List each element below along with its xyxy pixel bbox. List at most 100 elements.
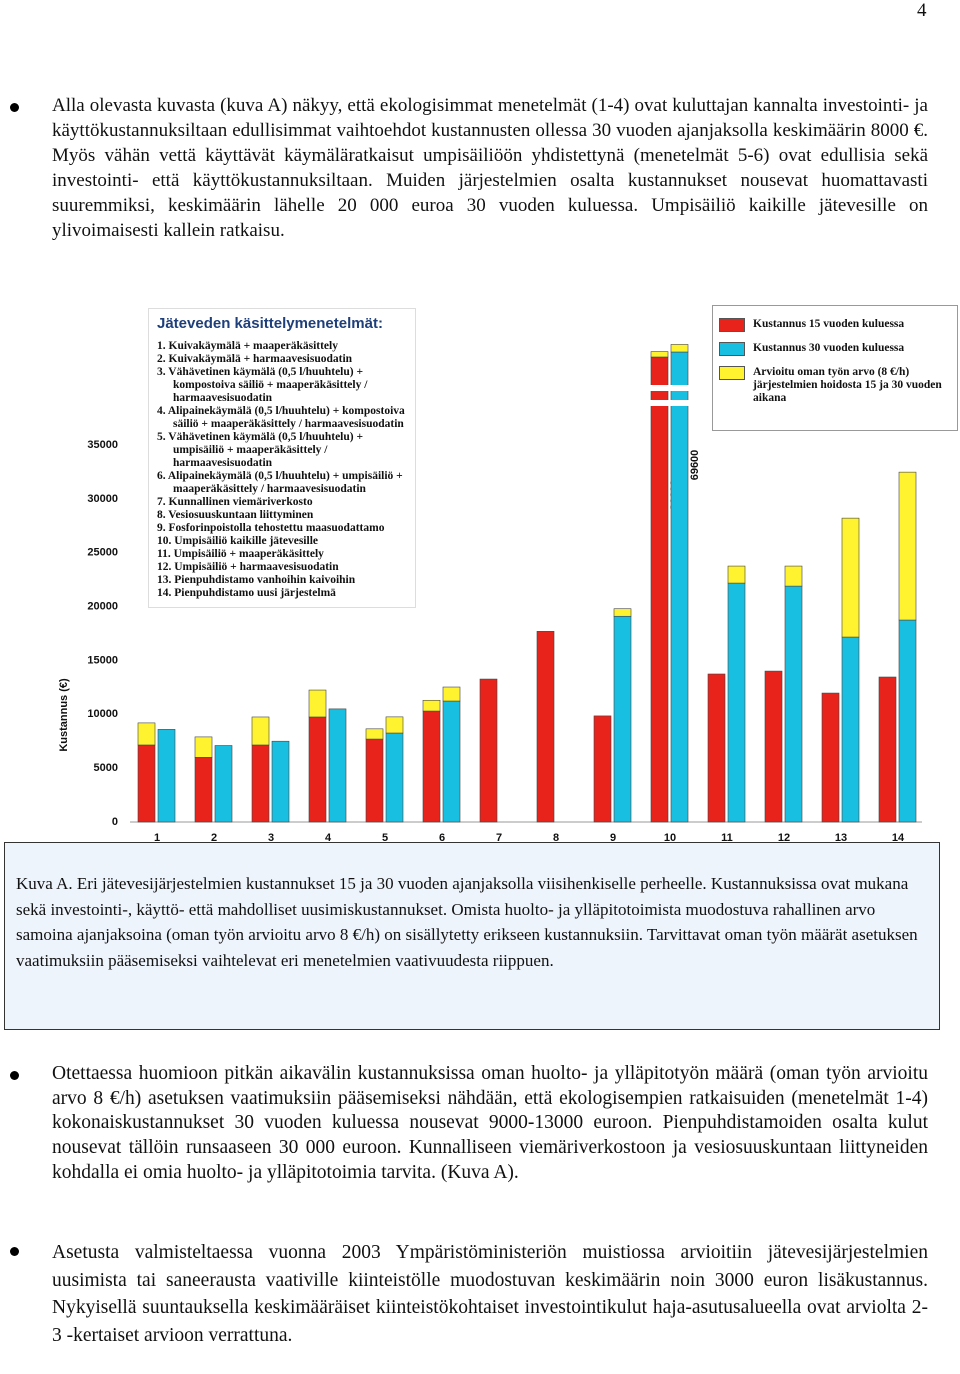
- bar: [479, 678, 498, 823]
- method-item: 9. Fosforinpoistolla tehostettu maasuoda…: [157, 522, 385, 534]
- chart-title: Jäteveden käsittelymenetelmät:: [157, 315, 383, 332]
- y-tick-label: 5000: [94, 762, 118, 774]
- paragraph: Asetusta valmisteltaessa vuonna 2003 Ymp…: [52, 1242, 928, 1346]
- bar: [821, 692, 840, 823]
- x-tick-label: 14: [892, 832, 905, 844]
- bar: [328, 708, 347, 823]
- method-list: Jäteveden käsittelymenetelmät: 1. Kuivak…: [148, 308, 416, 608]
- bar: [442, 700, 461, 823]
- x-tick-label: 3: [268, 832, 274, 844]
- bar: [308, 716, 327, 823]
- bar-segment: [670, 344, 689, 353]
- bar: [536, 631, 555, 823]
- legend-entry: Kustannus 30 vuoden kuluessa: [719, 342, 951, 356]
- bar: [841, 636, 860, 823]
- bar-segment: [784, 565, 803, 587]
- x-tick-label: 11: [721, 832, 733, 844]
- value-label: 69600: [689, 450, 701, 481]
- bar: [898, 619, 917, 823]
- bar: [251, 744, 270, 823]
- bar: [365, 738, 384, 823]
- bar-segment: [365, 728, 384, 740]
- legend-label: Kustannus 15 vuoden kuluessa: [753, 318, 905, 330]
- bar: [593, 715, 612, 823]
- x-tick-label: 9: [610, 832, 616, 844]
- bullet: [10, 1247, 19, 1256]
- x-tick-label: 10: [664, 832, 676, 844]
- y-axis-label: Kustannus (€): [58, 678, 70, 752]
- method-item: 14. Pienpuhdistamo uusi järjestelmä: [157, 587, 336, 599]
- y-tick-label: 35000: [87, 439, 118, 451]
- bar: [784, 585, 803, 823]
- y-tick-label: 15000: [87, 654, 118, 666]
- axis-break: [650, 385, 669, 391]
- bar: [194, 757, 213, 823]
- method-item: 8. Vesiosuuskuntaan liittyminen: [157, 509, 314, 521]
- bar: [670, 351, 689, 823]
- x-tick-label: 13: [835, 832, 847, 844]
- bar-segment: [385, 716, 404, 734]
- x-tick-label: 1: [154, 832, 160, 844]
- method-item: 10. Umpisäiliö kaikille jätevesille: [157, 535, 318, 547]
- axis-break: [670, 400, 689, 406]
- legend-swatch: [719, 318, 745, 332]
- bar: [271, 740, 290, 823]
- bar-segment: [137, 722, 156, 746]
- bar-segment: [442, 686, 461, 702]
- method-item: 6. Alipainekäymälä (0,5 l/huuhtelu) + um…: [157, 470, 403, 495]
- x-tick-label: 6: [439, 832, 445, 844]
- bar: [157, 729, 176, 823]
- bar: [613, 615, 632, 823]
- method-item: 1. Kuivakäymälä + maaperäkäsittely: [157, 340, 338, 352]
- paragraph: Otettaessa huomioon pitkän aikavälin kus…: [52, 1063, 928, 1183]
- bar-segment: [650, 351, 669, 358]
- bar: [214, 745, 233, 823]
- bar: [878, 676, 897, 823]
- legend-entry: Arvioitu oman työn arvo (8 €/h) järjeste…: [719, 366, 951, 405]
- legend-label: Kustannus 30 vuoden kuluessa: [753, 342, 905, 354]
- axis-break: [670, 385, 689, 391]
- method-item: 11. Umpisäiliö + maaperäkäsittely: [157, 548, 324, 560]
- y-tick-label: 25000: [87, 547, 118, 559]
- bar-segment: [308, 689, 327, 718]
- bar: [385, 732, 404, 823]
- method-item: 13. Pienpuhdistamo vanhoihin kaivoihin: [157, 574, 356, 586]
- method-item: 2. Kuivakäymälä + harmaavesisuodatin: [157, 353, 353, 365]
- legend-label: Arvioitu oman työn arvo (8 €/h) järjeste…: [753, 366, 942, 404]
- x-tick-label: 7: [496, 832, 502, 844]
- method-item: 4. Alipainekäymälä (0,5 l/huuhtelu) + ko…: [157, 405, 405, 430]
- legend-entry: Kustannus 15 vuoden kuluessa: [719, 318, 951, 332]
- caption: Kuva A. Eri jätevesijärjestelmien kustan…: [4, 842, 940, 1030]
- page-number: 4: [917, 0, 927, 21]
- bullet: [10, 103, 19, 112]
- method-item: 7. Kunnallinen viemäriverkosto: [157, 496, 313, 508]
- method-item: 3. Vähävetinen käymälä (0,5 l/huuhtelu) …: [157, 366, 368, 404]
- x-tick-label: 2: [211, 832, 217, 844]
- legend-swatch: [719, 342, 745, 356]
- bar: [764, 670, 783, 823]
- y-tick-label: 0: [112, 816, 118, 828]
- bullet: [10, 1071, 19, 1080]
- bar-segment: [727, 565, 746, 584]
- axis-break: [650, 400, 669, 406]
- bar: [727, 582, 746, 823]
- bar-segment: [898, 471, 917, 621]
- bar: [137, 744, 156, 823]
- bar: [650, 356, 669, 823]
- legend: Kustannus 15 vuoden kuluessa Kustannus 30…: [712, 305, 958, 431]
- y-tick-label: 20000: [87, 600, 118, 612]
- bar-segment: [422, 699, 441, 712]
- x-tick-label: 5: [382, 832, 388, 844]
- y-tick-label: 30000: [87, 493, 118, 505]
- y-tick-label: 10000: [87, 708, 118, 720]
- bar: [707, 673, 726, 823]
- bar: [422, 710, 441, 823]
- method-item: 5. Vähävetinen käymälä (0,5 l/huuhtelu) …: [157, 431, 364, 469]
- bar-segment: [194, 736, 213, 758]
- bar-segment: [613, 608, 632, 617]
- legend-swatch: [719, 366, 745, 380]
- x-tick-label: 4: [325, 832, 332, 844]
- bar-segment: [841, 517, 860, 638]
- method-item: 12. Umpisäiliö + harmaavesisuodatin: [157, 561, 339, 573]
